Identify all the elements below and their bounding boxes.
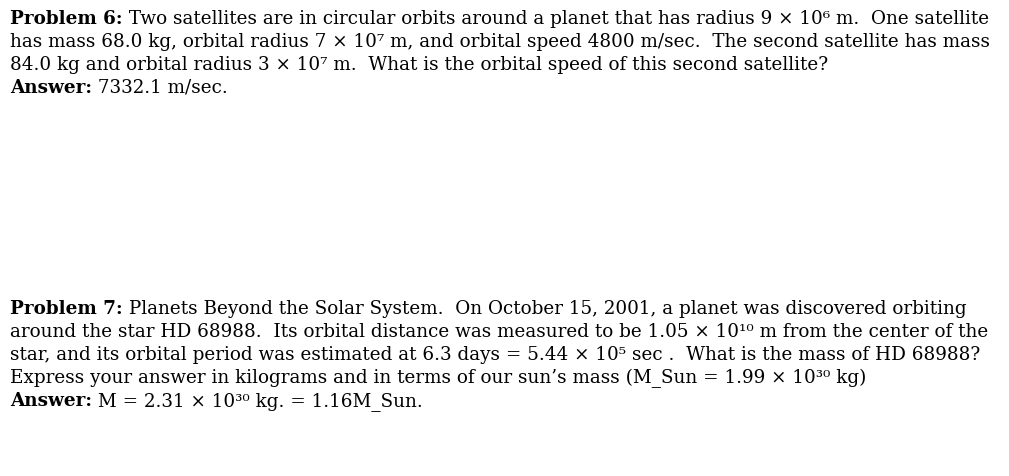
Text: star, and its orbital period was estimated at 6.3 days = 5.44 × 10⁵ sec .  What : star, and its orbital period was estimat…: [10, 345, 981, 363]
Text: Problem 6:: Problem 6:: [10, 10, 123, 28]
Text: around the star HD 68988.  Its orbital distance was measured to be 1.05 × 10¹⁰ m: around the star HD 68988. Its orbital di…: [10, 322, 988, 340]
Text: Planets Beyond the Solar System.  On October 15, 2001, a planet was discovered o: Planets Beyond the Solar System. On Octo…: [123, 299, 967, 317]
Text: 84.0 kg and orbital radius 3 × 10⁷ m.  What is the orbital speed of this second : 84.0 kg and orbital radius 3 × 10⁷ m. Wh…: [10, 56, 828, 74]
Text: M = 2.31 × 10³⁰ kg. = 1.16M_Sun.: M = 2.31 × 10³⁰ kg. = 1.16M_Sun.: [92, 391, 423, 410]
Text: 7332.1 m/sec.: 7332.1 m/sec.: [92, 79, 228, 97]
Text: Two satellites are in circular orbits around a planet that has radius 9 × 10⁶ m.: Two satellites are in circular orbits ar…: [123, 10, 989, 28]
Text: Express your answer in kilograms and in terms of our sun’s mass (M_Sun = 1.99 × : Express your answer in kilograms and in …: [10, 368, 867, 387]
Text: Problem 7:: Problem 7:: [10, 299, 123, 317]
Text: Answer:: Answer:: [10, 79, 92, 97]
Text: has mass 68.0 kg, orbital radius 7 × 10⁷ m, and orbital speed 4800 m/sec.  The s: has mass 68.0 kg, orbital radius 7 × 10⁷…: [10, 33, 990, 51]
Text: Answer:: Answer:: [10, 391, 92, 409]
